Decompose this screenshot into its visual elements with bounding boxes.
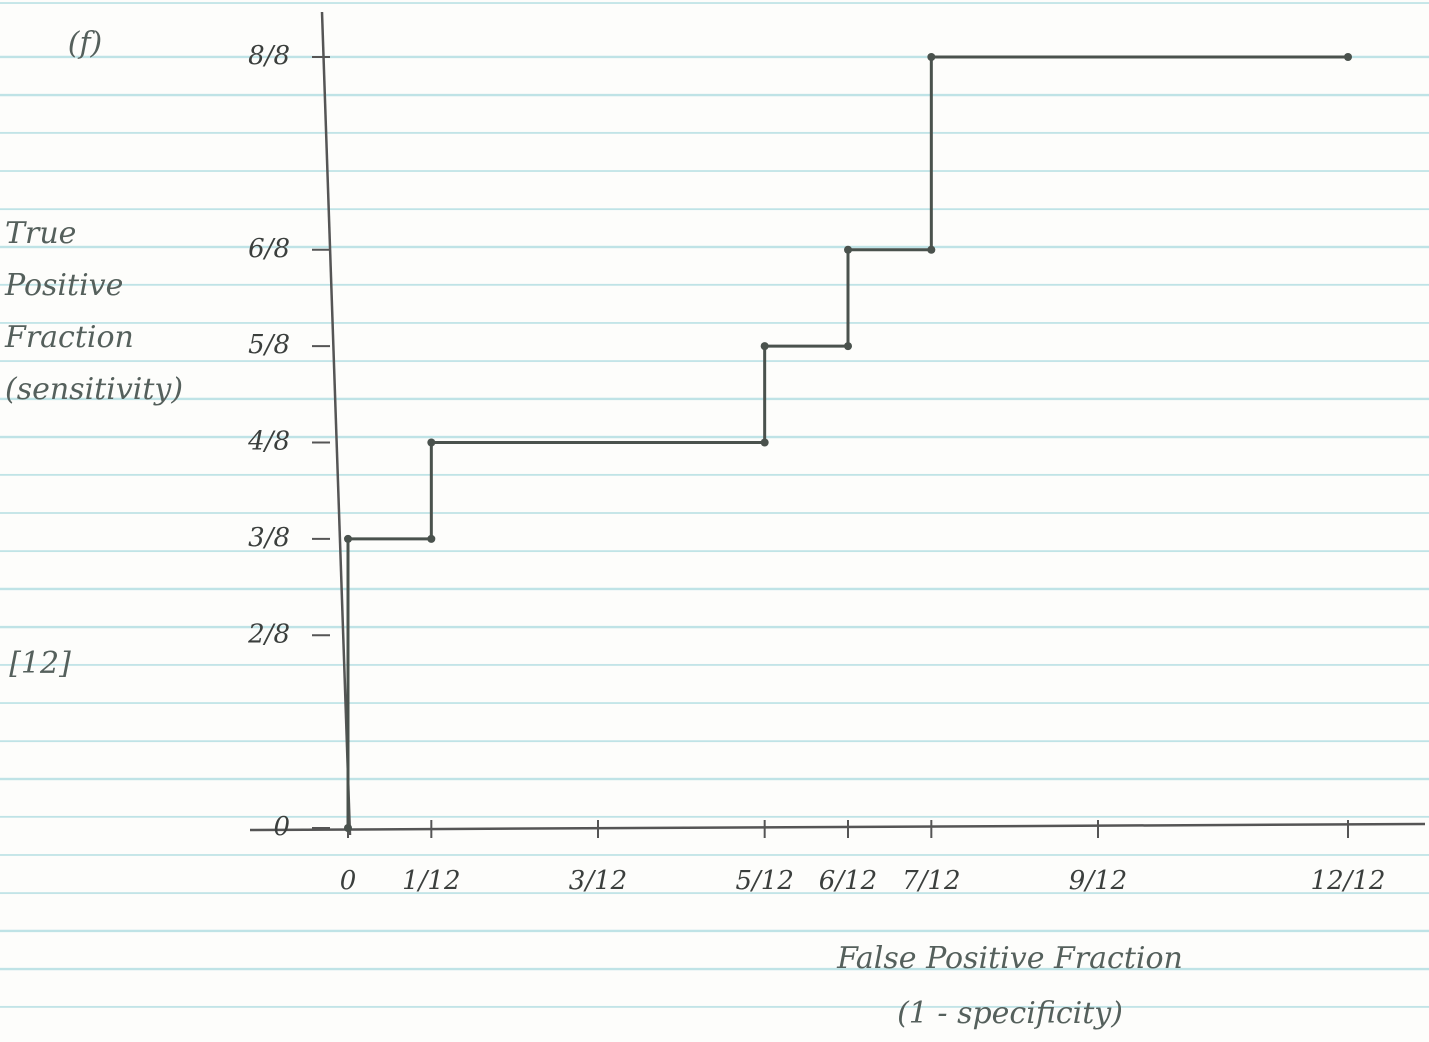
point (427, 439, 435, 447)
point (844, 246, 852, 254)
y-tick-label: 5/8 (248, 330, 290, 360)
x-tick-label: 1/12 (402, 866, 460, 896)
y-tick-label: 4/8 (247, 427, 290, 457)
y-tick-label: 6/8 (248, 234, 290, 264)
x-tick-label: 9/12 (1069, 866, 1127, 896)
annotation: [12] (9, 646, 71, 681)
y-axis-label: True (5, 216, 76, 251)
y-axis-label: Positive (4, 268, 123, 303)
y-tick-label: 3/8 (248, 523, 290, 553)
x-tick-label: 5/12 (735, 866, 793, 896)
point (927, 246, 935, 254)
point (761, 439, 769, 447)
y-tick-label: 2/8 (247, 619, 290, 649)
x-axis-label: False Positive Fraction (836, 941, 1183, 976)
y-tick-label: 0 (273, 812, 290, 842)
point (761, 342, 769, 350)
x-axis-label: (1 - specificity) (897, 996, 1123, 1031)
point (927, 53, 935, 61)
x-tick-label: 0 (340, 866, 357, 896)
chart: (f) [12] 0 2/8 3/8 4/8 5/8 6/8 8/8 0 1/12 3/12 5/1… (0, 0, 1429, 1042)
x-tick-label: 12/12 (1311, 866, 1386, 896)
y-axis-label: (sensitivity) (5, 372, 183, 407)
y-tick-label: 8/8 (248, 41, 290, 71)
x-tick-label: 3/12 (569, 866, 627, 896)
y-axis-label: Fraction (4, 320, 134, 355)
point (1344, 53, 1352, 61)
x-tick-label: 7/12 (902, 866, 960, 896)
point (344, 535, 352, 543)
point (427, 535, 435, 543)
roc-line (348, 57, 1348, 828)
point (344, 824, 352, 832)
x-axis (250, 824, 1425, 830)
y-axis (322, 12, 350, 835)
annotation: (f) (68, 26, 103, 61)
point (844, 342, 852, 350)
x-tick-label: 6/12 (819, 866, 877, 896)
page: (f) [12] 0 2/8 3/8 4/8 5/8 6/8 8/8 0 1/12 3/12 5/1… (0, 0, 1429, 1042)
